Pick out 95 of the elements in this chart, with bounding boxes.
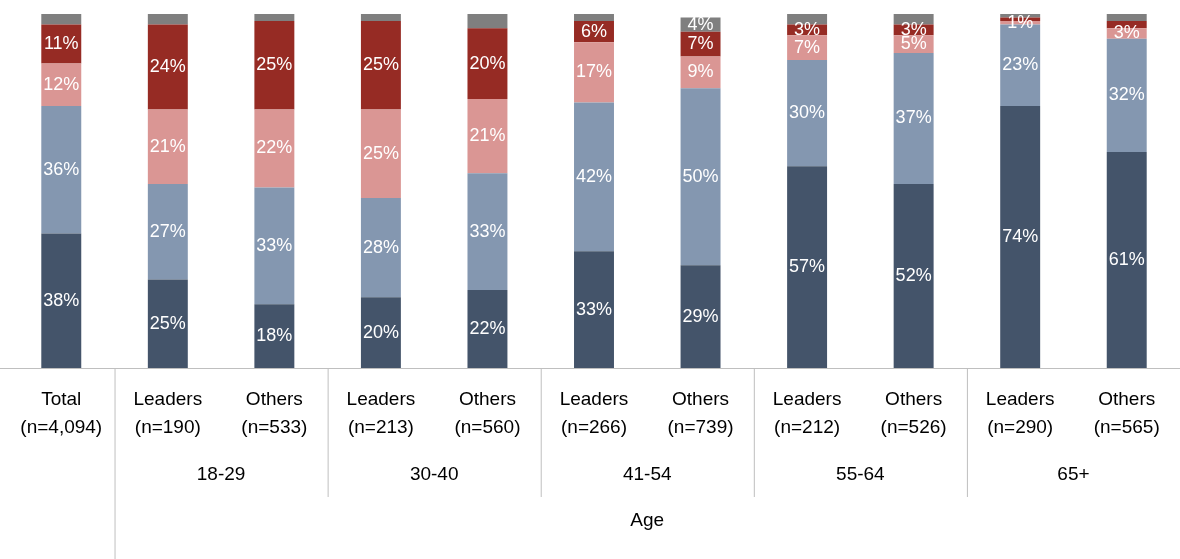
- bar: [360, 21, 401, 110]
- data-label: 36%: [43, 158, 80, 179]
- bar: [1106, 152, 1147, 368]
- bar: [1106, 14, 1147, 22]
- data-label: 21%: [149, 135, 186, 156]
- data-label: 9%: [687, 61, 714, 82]
- data-label: 6%: [580, 20, 608, 41]
- bar: [360, 297, 401, 368]
- bar: [254, 187, 295, 305]
- x-tick-label: Leaders (n=266): [559, 388, 629, 438]
- data-label: 50%: [682, 165, 719, 186]
- data-label: 33%: [575, 298, 613, 319]
- data-label: 17%: [575, 61, 613, 82]
- bar: [467, 28, 508, 99]
- data-label: 20%: [469, 52, 506, 73]
- bar: [254, 14, 295, 22]
- bar: [787, 60, 828, 167]
- data-label: 32%: [1108, 84, 1145, 105]
- data-label: 27%: [149, 220, 186, 241]
- x-tick-label: Total (n=4,094): [20, 388, 103, 438]
- data-label: 29%: [682, 305, 719, 326]
- data-label: 42%: [575, 165, 613, 186]
- bar: [1106, 38, 1147, 153]
- data-label: 20%: [362, 321, 399, 342]
- data-label: 25%: [256, 54, 293, 75]
- bar: [467, 173, 508, 291]
- bar: [467, 290, 508, 368]
- data-label: 4%: [687, 13, 714, 34]
- text: 18-29: [196, 463, 246, 485]
- bar: [467, 14, 508, 29]
- bar: [254, 109, 295, 188]
- data-label: 28%: [362, 236, 399, 257]
- x-tick-label: Leaders (n=212): [772, 388, 842, 438]
- x-tick-label: Others (n=739): [667, 388, 734, 438]
- bar: [41, 106, 82, 234]
- bar: [680, 265, 721, 368]
- bar: [680, 88, 721, 266]
- data-label: 3%: [1113, 22, 1140, 43]
- data-label: 22%: [256, 137, 293, 158]
- bar: [147, 109, 188, 184]
- data-label: 25%: [362, 142, 399, 163]
- data-label: 37%: [895, 107, 932, 128]
- data-label: 12%: [43, 73, 80, 94]
- bar: [574, 251, 614, 368]
- bar: [574, 102, 614, 252]
- text: 30-40: [409, 463, 459, 485]
- data-label: 61%: [1108, 249, 1145, 269]
- bar: [467, 98, 508, 174]
- data-label: 24%: [149, 56, 186, 77]
- x-tick-label: Others (n=560): [454, 388, 521, 438]
- bar: [360, 109, 401, 199]
- bar: [1000, 106, 1041, 368]
- data-label: 3%: [794, 18, 821, 39]
- bar: [147, 24, 188, 110]
- bar: [147, 279, 188, 368]
- x-tick-label: Leaders (n=190): [133, 388, 203, 438]
- data-label: 21%: [469, 125, 506, 146]
- data-label: 23%: [1002, 54, 1039, 75]
- bar: [360, 14, 401, 22]
- bar: [893, 52, 934, 184]
- data-label: 11%: [43, 33, 79, 54]
- data-label: 33%: [256, 234, 293, 255]
- data-label: 57%: [789, 256, 826, 277]
- data-label: 7%: [794, 36, 821, 57]
- x-tick-label: Leaders (n=290): [985, 388, 1055, 438]
- x-tick-label: Leaders (n=213): [346, 388, 416, 438]
- bar: [147, 14, 188, 25]
- data-label: 25%: [149, 312, 186, 333]
- data-label: 52%: [895, 264, 932, 285]
- data-label: 7%: [687, 33, 714, 54]
- text: Age: [630, 509, 665, 531]
- text: 65+: [1057, 463, 1090, 485]
- bar: [254, 21, 295, 110]
- data-label: 18%: [256, 325, 293, 346]
- bar: [41, 14, 82, 25]
- data-label: 22%: [469, 318, 506, 339]
- bar: [893, 183, 934, 368]
- bar: [787, 166, 828, 368]
- data-label: 74%: [1002, 225, 1039, 246]
- x-tick-label: Others (n=533): [241, 388, 308, 438]
- bar: [41, 233, 82, 368]
- data-label: 38%: [43, 289, 80, 310]
- bar: [574, 14, 614, 22]
- bar: [574, 42, 614, 103]
- text: 41-54: [622, 463, 672, 485]
- data-label: 33%: [469, 220, 506, 241]
- data-label: 30%: [789, 102, 826, 123]
- data-label: 1%: [1007, 11, 1034, 32]
- x-tick-label: Others (n=565): [1093, 388, 1160, 438]
- text: 55-64: [836, 463, 886, 485]
- bar: [360, 198, 401, 298]
- bar: [254, 304, 295, 368]
- data-label: 25%: [362, 54, 399, 75]
- x-tick-label: Others (n=526): [880, 388, 947, 438]
- bar: [147, 183, 188, 280]
